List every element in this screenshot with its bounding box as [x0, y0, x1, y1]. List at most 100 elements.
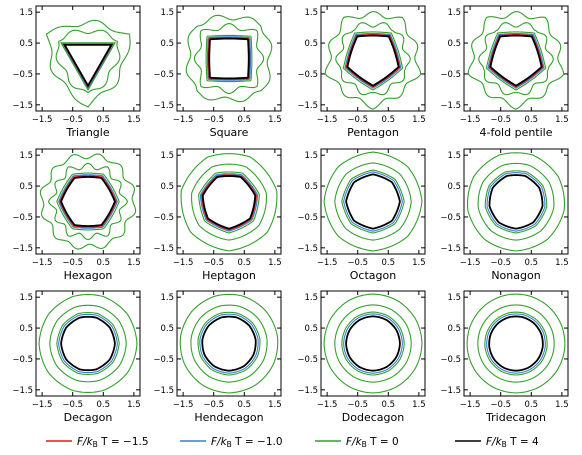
y-tick-label: −0.5: [440, 70, 461, 80]
panel-heptagon: −1.5 −0.5 0.5 1.5 −1.5 −0.5 0.5 1.5 Heptagon: [153, 148, 282, 282]
contour-m10: [58, 174, 118, 229]
contour-z0-outer: [467, 11, 565, 110]
y-tick-label: −0.5: [153, 355, 174, 365]
x-tick-label: 1.5: [412, 400, 426, 410]
contour-z0-outer: [45, 19, 131, 108]
contour-z0-outer: [191, 163, 267, 241]
axes-frame: [176, 5, 282, 112]
contour-m10: [487, 32, 545, 89]
x-tick-label: 1.5: [127, 258, 141, 268]
x-tick-label: 1.5: [127, 115, 141, 125]
y-tick-label: 1.5: [19, 8, 33, 18]
x-tick-label: −0.5: [62, 258, 83, 268]
y-tick-label: −0.5: [153, 213, 174, 223]
axes-frame: [320, 290, 426, 397]
contour-z0-outer: [334, 162, 412, 241]
axes-frame: [320, 5, 426, 112]
panel-title: Dodecagon: [342, 411, 404, 424]
x-tick-label: −1.5: [173, 400, 194, 410]
y-tick-label: 0.5: [447, 324, 461, 334]
x-tick-label: −1.5: [317, 258, 338, 268]
y-tick-label: 0.5: [304, 324, 318, 334]
x-tick-label: −0.5: [490, 258, 511, 268]
y-tick-label: −0.5: [297, 213, 318, 223]
y-tick-label: 1.5: [304, 293, 318, 303]
y-tick-label: −0.5: [297, 70, 318, 80]
axes-frame: [35, 5, 141, 112]
contour-m10: [343, 171, 403, 232]
contour-z0: [56, 312, 120, 375]
y-tick-label: −0.5: [440, 213, 461, 223]
contour-z0: [198, 171, 260, 234]
x-tick-label: −0.5: [490, 400, 511, 410]
contour-z0-outer: [39, 153, 137, 250]
legend-label-p4: F/kB T = 4: [486, 436, 539, 449]
x-tick-label: 0.5: [525, 115, 539, 125]
contour-p4: [201, 175, 257, 230]
y-tick-label: 0.5: [304, 39, 318, 49]
contour-z0-outer: [185, 14, 273, 103]
contour-z0: [197, 311, 261, 376]
y-tick-label: −1.5: [12, 244, 33, 254]
contour-m10: [343, 313, 403, 374]
contour-m10: [58, 313, 118, 374]
x-tick-label: −0.5: [347, 400, 368, 410]
contour-m15: [62, 43, 114, 89]
panel-title: Triangle: [65, 126, 109, 139]
y-tick-label: 1.5: [304, 8, 318, 18]
contour-p4: [346, 34, 400, 87]
y-tick-label: 0.5: [447, 39, 461, 49]
contour-z0: [205, 34, 253, 83]
y-tick-label: −1.5: [12, 386, 33, 396]
x-tick-label: 1.5: [412, 258, 426, 268]
panel-title: Decagon: [64, 411, 113, 424]
contour-z0-outer: [179, 293, 279, 394]
x-tick-label: 0.5: [382, 400, 396, 410]
x-tick-label: 0.5: [97, 258, 111, 268]
contour-m15: [488, 33, 544, 88]
contour-p4: [208, 37, 250, 80]
y-tick-label: 1.5: [304, 151, 318, 161]
y-tick-label: 0.5: [160, 39, 174, 49]
contour-m10: [199, 173, 259, 232]
contour-p4: [488, 174, 544, 230]
contour-m15: [201, 174, 257, 231]
x-tick-label: 1.5: [412, 115, 426, 125]
x-tick-label: 1.5: [268, 115, 282, 125]
panel-hexagon: −1.5 −0.5 0.5 1.5 −1.5 −0.5 0.5 1.5 Hexagon: [12, 148, 141, 282]
axes-frame: [176, 148, 282, 255]
contour-z0-outer: [334, 304, 412, 383]
x-tick-label: 0.5: [382, 115, 396, 125]
panel-triangle: −1.5 −0.5 0.5 1.5 −1.5 −0.5 0.5 1.5 Triangle: [12, 5, 141, 139]
x-tick-label: 1.5: [268, 258, 282, 268]
axes-frame: [35, 290, 141, 397]
contour-z0-outer: [49, 304, 127, 383]
y-tick-label: −1.5: [440, 101, 461, 111]
contour-p4: [201, 315, 257, 372]
contour-z0-outer: [335, 22, 411, 96]
x-tick-label: −1.5: [32, 258, 53, 268]
contour-m15: [207, 37, 251, 80]
contour-p4: [489, 34, 543, 87]
x-tick-label: −0.5: [203, 258, 224, 268]
y-tick-label: −1.5: [297, 386, 318, 396]
x-tick-label: 1.5: [555, 115, 569, 125]
x-tick-label: 1.5: [555, 258, 569, 268]
contour-z0: [56, 172, 120, 231]
panel-hendecagon: −1.5 −0.5 0.5 1.5 −1.5 −0.5 0.5 1.5 Hendecagon: [153, 290, 282, 424]
x-tick-label: 1.5: [268, 400, 282, 410]
contour-m15: [59, 175, 117, 228]
y-tick-label: −0.5: [12, 70, 33, 80]
x-tick-label: −0.5: [62, 115, 83, 125]
contour-m10: [206, 36, 252, 81]
contour-z0-outer: [466, 293, 566, 394]
contour-z0: [485, 31, 547, 91]
legend-label-m10: F/kB T = −1.0: [211, 436, 283, 449]
x-tick-label: −0.5: [490, 115, 511, 125]
contour-m10: [344, 32, 402, 89]
y-tick-label: −1.5: [440, 386, 461, 396]
y-tick-label: −1.5: [297, 244, 318, 254]
panel-title: Hendecagon: [194, 411, 263, 424]
panel-decagon: −1.5 −0.5 0.5 1.5 −1.5 −0.5 0.5 1.5 Decagon: [12, 290, 141, 424]
contour-z0: [341, 311, 405, 376]
